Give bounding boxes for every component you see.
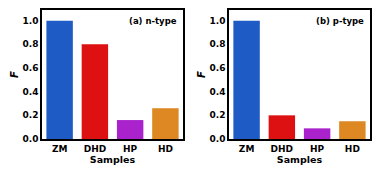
svg-text:0.2: 0.2 (209, 110, 225, 120)
svg-text:0.4: 0.4 (209, 87, 225, 97)
svg-text:F: F (9, 71, 20, 78)
svg-text:(b) p-type: (b) p-type (316, 16, 364, 26)
svg-text:0.6: 0.6 (209, 63, 225, 73)
svg-text:HD: HD (158, 144, 173, 154)
svg-text:HP: HP (310, 144, 325, 154)
svg-text:0.6: 0.6 (22, 63, 38, 73)
svg-text:F: F (196, 71, 207, 78)
svg-text:0.2: 0.2 (22, 110, 38, 120)
svg-text:Samples: Samples (277, 154, 323, 165)
svg-text:HD: HD (345, 144, 360, 154)
svg-text:1.0: 1.0 (209, 16, 225, 26)
svg-text:0.4: 0.4 (22, 87, 38, 97)
svg-text:HP: HP (123, 144, 138, 154)
svg-text:1.0: 1.0 (22, 16, 38, 26)
svg-text:DHD: DHD (84, 144, 106, 154)
svg-text:0.8: 0.8 (22, 39, 38, 49)
svg-text:0.8: 0.8 (209, 39, 225, 49)
svg-text:DHD: DHD (271, 144, 293, 154)
svg-text:Samples: Samples (90, 154, 136, 165)
svg-text:0.0: 0.0 (209, 134, 225, 144)
svg-text:(a) n-type: (a) n-type (129, 16, 177, 26)
svg-text:0.0: 0.0 (22, 134, 38, 144)
svg-text:ZM: ZM (239, 144, 255, 154)
svg-text:ZM: ZM (52, 144, 68, 154)
